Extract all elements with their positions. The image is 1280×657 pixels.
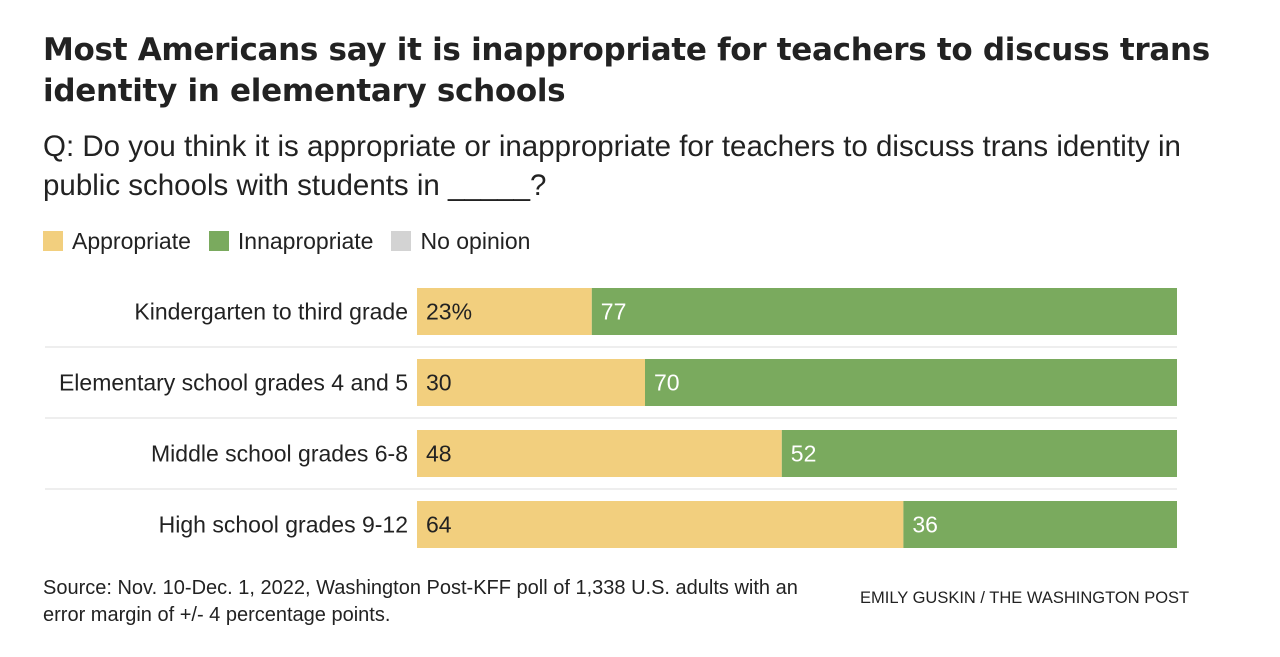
bar-segment-innapropriate-1 — [591, 288, 1177, 335]
category-label-kindergarten-to-third-grade: Kindergarten to third grade — [134, 299, 408, 325]
bar-segment-appropriate-2 — [417, 359, 645, 406]
bar-segment-innapropriate-3 — [781, 430, 1177, 477]
bar-segment-appropriate-4 — [417, 501, 904, 548]
data-label-innapropriate-2: 70 — [654, 370, 680, 396]
legend-label-inappropriate: Innapropriate — [237, 227, 374, 254]
bar-segment-innapropriate-2 — [645, 359, 1177, 406]
legend-item-inappropriate: Innapropriate — [208, 227, 374, 255]
chart-title: Most Americans say it is inappropriate f… — [43, 32, 1210, 109]
credit-line: EMILY GUSKIN / THE WASHINGTON POST — [860, 589, 1190, 607]
data-label-appropriate-4: 64 — [426, 512, 452, 538]
legend-swatch-inappropriate — [208, 231, 229, 251]
legend-item-appropriate: Appropriate — [43, 228, 191, 255]
category-label-high-school-grades-9-12: High school grades 9-12 — [159, 512, 408, 538]
data-label-appropriate-2: 30 — [426, 370, 452, 396]
bar-segment-appropriate-3 — [417, 430, 782, 477]
legend-label-no-opinion: No opinion — [420, 227, 531, 254]
category-label-elementary-school-grades-4-and-5: Elementary school grades 4 and 5 — [59, 370, 408, 396]
legend-swatch-no-opinion — [391, 231, 412, 251]
bar-segment-innapropriate-4 — [903, 501, 1177, 548]
legend-item-no-opinion: No opinion — [391, 228, 530, 255]
data-label-appropriate-3: 48 — [426, 441, 452, 467]
data-label-appropriate-1: 23% — [426, 299, 472, 325]
chart-subtitle: Q: Do you think it is appropriate or ina… — [43, 130, 1181, 202]
bar-segment-appropriate-1 — [417, 288, 592, 335]
legend: Appropriate Innapropriate No opinion — [43, 228, 548, 254]
category-label-middle-school-grades-6-8: Middle school grades 6-8 — [151, 441, 408, 467]
data-label-innapropriate-4: 36 — [912, 512, 938, 538]
legend-label-appropriate: Appropriate — [72, 227, 191, 254]
data-label-innapropriate-1: 77 — [601, 299, 627, 325]
legend-swatch-appropriate — [43, 231, 63, 251]
data-label-innapropriate-3: 52 — [791, 441, 817, 467]
source-note: Source: Nov. 10-Dec. 1, 2022, Washington… — [43, 577, 798, 626]
